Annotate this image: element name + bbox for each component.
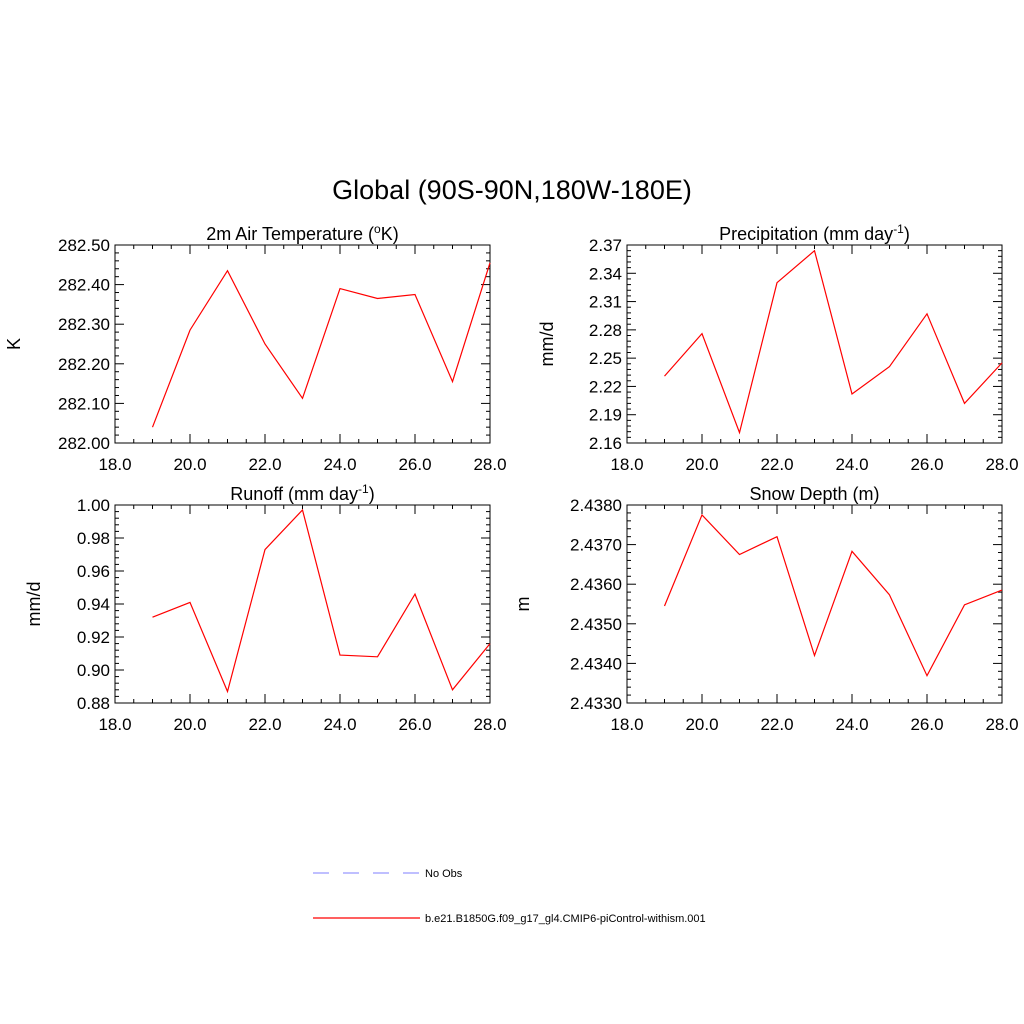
plot-frame xyxy=(114,504,491,704)
x-tick-label: 20.0 xyxy=(685,715,718,734)
plot-frame xyxy=(114,244,491,444)
y-tick-label: 0.98 xyxy=(77,529,110,548)
y-tick-label: 2.4350 xyxy=(570,615,622,634)
panel-title-text: 2m Air Temperature ( xyxy=(206,224,374,244)
panel-title: 2m Air Temperature (oK) xyxy=(206,222,398,244)
y-tick-label: 0.90 xyxy=(77,661,110,680)
y-axis-label: m xyxy=(513,597,533,612)
y-tick-label: 0.92 xyxy=(77,628,110,647)
y-tick-label: 2.4370 xyxy=(570,536,622,555)
legend: No Obs b.e21.B1850G.f09_g17_gl4.CMIP6-pi… xyxy=(313,868,706,925)
y-tick-label: 1.00 xyxy=(77,496,110,515)
panel-title-superscript: -1 xyxy=(358,482,369,496)
plot-frame xyxy=(626,244,1003,444)
x-tick-label: 28.0 xyxy=(473,715,506,734)
panel-title-suffix: K) xyxy=(381,224,399,244)
x-tick-label: 28.0 xyxy=(985,715,1018,734)
x-tick-label: 20.0 xyxy=(685,455,718,474)
y-tick-label: 282.30 xyxy=(58,315,110,334)
y-tick-label: 2.22 xyxy=(589,377,622,396)
y-tick-label: 282.10 xyxy=(58,394,110,413)
panel-1: 18.0 20.0 22.0 24.0 26.0 28.0 282.00 282.10 282.… xyxy=(4,222,507,474)
y-tick-label: 282.40 xyxy=(58,276,110,295)
x-tick-label: 18.0 xyxy=(610,455,643,474)
y-tick-label: 2.37 xyxy=(589,236,622,255)
x-tick-label: 18.0 xyxy=(610,715,643,734)
y-tick-label: 0.94 xyxy=(77,595,110,614)
y-tick-label: 0.88 xyxy=(77,694,110,713)
series-line xyxy=(663,513,1003,678)
x-tick-label: 24.0 xyxy=(835,455,868,474)
panel-4: 18.0 20.0 22.0 24.0 26.0 28.0 2.4330 2.4340 2.43… xyxy=(513,484,1019,734)
y-tick-label: 2.25 xyxy=(589,349,622,368)
x-tick-label: 26.0 xyxy=(910,455,943,474)
y-tick-label: 2.4380 xyxy=(570,496,622,515)
y-axis-label: K xyxy=(4,338,24,350)
x-tick-label: 26.0 xyxy=(398,455,431,474)
y-axis-label: mm/d xyxy=(24,582,44,627)
y-tick-label: 2.4340 xyxy=(570,654,622,673)
series-line xyxy=(151,262,491,428)
series-line xyxy=(152,508,491,694)
y-tick-label: 2.28 xyxy=(589,321,622,340)
x-tick-label: 18.0 xyxy=(98,455,131,474)
x-tick-label: 28.0 xyxy=(473,455,506,474)
y-axis-label: mm/d xyxy=(537,322,557,367)
y-tick-label: 2.4360 xyxy=(570,575,622,594)
plot-frame xyxy=(626,504,1003,704)
panel-title-superscript: -1 xyxy=(893,222,904,236)
x-tick-label: 22.0 xyxy=(248,715,281,734)
panel-title-suffix: ) xyxy=(904,224,910,244)
panel-title-text: Precipitation (mm day xyxy=(719,224,893,244)
y-tick-label: 2.19 xyxy=(589,406,622,425)
y-tick-label: 2.34 xyxy=(589,264,622,283)
legend-label-no-obs: No Obs xyxy=(425,868,463,880)
x-tick-label: 22.0 xyxy=(248,455,281,474)
x-tick-label: 20.0 xyxy=(173,715,206,734)
panels: 18.0 20.0 22.0 24.0 26.0 28.0 282.00 282.10 282.… xyxy=(4,222,1019,734)
x-tick-label: 24.0 xyxy=(835,715,868,734)
y-tick-label: 2.31 xyxy=(589,293,622,312)
x-tick-label: 22.0 xyxy=(760,715,793,734)
series-line xyxy=(664,249,1003,435)
panel-3: 18.0 20.0 22.0 24.0 26.0 28.0 0.88 0.90 0.92 0.94… xyxy=(24,482,507,734)
x-tick-label: 24.0 xyxy=(323,715,356,734)
y-tick-label: 282.20 xyxy=(58,355,110,374)
panel-title-suffix: ) xyxy=(369,484,375,504)
x-tick-label: 20.0 xyxy=(173,455,206,474)
x-tick-label: 26.0 xyxy=(398,715,431,734)
y-tick-label: 0.96 xyxy=(77,562,110,581)
x-tick-label: 22.0 xyxy=(760,455,793,474)
panel-title-superscript: o xyxy=(374,222,381,236)
panel-title: Precipitation (mm day-1) xyxy=(719,222,910,244)
panel-2: 18.0 20.0 22.0 24.0 26.0 28.0 2.16 2.19 2.22 2.25… xyxy=(537,222,1019,474)
panel-title-text: Runoff (mm day xyxy=(230,484,358,504)
x-tick-label: 26.0 xyxy=(910,715,943,734)
figure-title: Global (90S-90N,180W-180E) xyxy=(332,175,692,205)
y-tick-label: 2.16 xyxy=(589,434,622,453)
legend-label-model: b.e21.B1850G.f09_g17_gl4.CMIP6-piControl… xyxy=(425,913,706,925)
y-tick-label: 282.50 xyxy=(58,236,110,255)
panel-title-text: Snow Depth (m) xyxy=(749,484,879,504)
y-tick-label: 2.4330 xyxy=(570,694,622,713)
x-tick-label: 18.0 xyxy=(98,715,131,734)
panel-title: Runoff (mm day-1) xyxy=(230,482,374,504)
panel-title: Snow Depth (m) xyxy=(749,484,879,504)
y-tick-label: 282.00 xyxy=(58,434,110,453)
x-tick-label: 24.0 xyxy=(323,455,356,474)
x-tick-label: 28.0 xyxy=(985,455,1018,474)
